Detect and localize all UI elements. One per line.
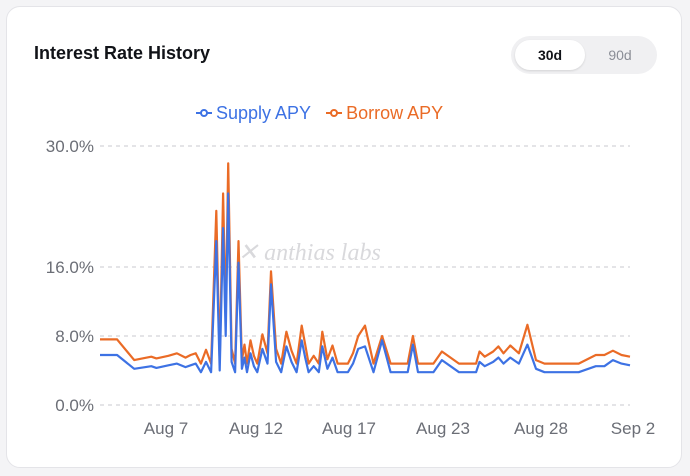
x-tick-label: Aug 23 — [416, 419, 470, 438]
legend-borrow-label: Borrow APY — [346, 102, 444, 123]
y-axis-ticks: 0.0% 8.0% 16.0% 30.0% — [46, 137, 94, 415]
x-axis-ticks: Aug 7 Aug 12 Aug 17 Aug 23 Aug 28 Sep 2 — [144, 419, 655, 438]
y-tick-label: 16.0% — [46, 258, 94, 277]
range-90d-button[interactable]: 90d — [608, 47, 632, 63]
legend-borrow[interactable]: Borrow APY — [326, 103, 443, 124]
supply-apy-line — [100, 192, 631, 374]
range-30d-button[interactable]: 30d — [515, 40, 585, 70]
chart-legend: Supply APY Borrow APY — [196, 102, 453, 124]
x-tick-label: Aug 28 — [514, 419, 568, 438]
x-tick-label: Aug 12 — [229, 419, 283, 438]
legend-supply-marker-icon — [196, 108, 212, 118]
card-title: Interest Rate History — [34, 43, 211, 63]
legend-supply-label: Supply APY — [216, 102, 312, 123]
y-tick-label: 0.0% — [55, 396, 94, 415]
x-tick-label: Aug 7 — [144, 419, 188, 438]
y-tick-label: 30.0% — [46, 137, 94, 156]
x-tick-label: Sep 2 — [611, 419, 655, 438]
x-tick-label: Aug 17 — [322, 419, 376, 438]
legend-borrow-marker-icon — [326, 108, 343, 118]
y-tick-label: 8.0% — [55, 327, 94, 346]
interest-rate-card: Interest Rate History 30d 90d — [6, 6, 682, 468]
borrow-apy-line — [100, 162, 631, 365]
watermark-text: anthias labs — [264, 240, 381, 266]
series-lines — [100, 162, 631, 374]
legend-supply[interactable]: Supply APY — [196, 103, 311, 124]
range-toggle: 30d 90d — [511, 36, 657, 74]
watermark-logo: ✕ anthias labs — [238, 240, 381, 266]
grid-layer — [100, 145, 630, 406]
